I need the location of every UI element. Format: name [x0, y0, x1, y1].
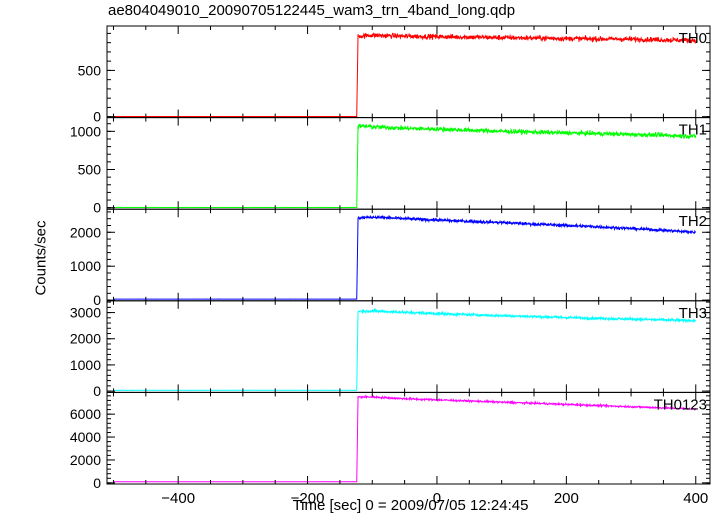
y-tick-label: 0	[93, 109, 101, 125]
chart-title: ae804049010_20090705122445_wam3_trn_4ban…	[108, 2, 516, 19]
lightcurve-th1	[113, 123, 697, 208]
y-tick-label: 0	[93, 200, 101, 216]
y-tick-label: 1000	[70, 123, 101, 139]
y-tick-label: 2000	[70, 331, 101, 347]
panel-label-th1: TH1	[679, 122, 707, 139]
y-tick-label: 1000	[70, 357, 101, 373]
y-tick-label: 2000	[70, 452, 101, 468]
lightcurve-th0	[113, 32, 697, 118]
panel-frame-th1	[106, 117, 711, 210]
lightcurve-th0123	[113, 394, 697, 483]
x-tick-label: −400	[161, 490, 195, 507]
y-tick-label: 0	[93, 383, 101, 399]
x-tick-label: −200	[291, 490, 325, 507]
y-tick-label: 6000	[70, 406, 101, 422]
y-tick-label: 2000	[70, 224, 101, 240]
lightcurve-th3	[113, 307, 697, 391]
y-tick-label: 4000	[70, 429, 101, 445]
y-axis-label: Counts/sec	[32, 220, 50, 296]
x-tick-label: 0	[433, 490, 441, 507]
panel-label-th0123: TH0123	[654, 396, 707, 413]
y-tick-label: 500	[78, 62, 102, 78]
panel-label-th2: TH2	[679, 213, 707, 230]
y-tick-label: 0	[93, 292, 101, 308]
x-tick-label: 400	[683, 490, 708, 507]
x-tick-label: 200	[554, 490, 579, 507]
panel-frame-th0123	[106, 391, 711, 485]
lightcurve-th2	[113, 214, 696, 300]
panel-frame-th3	[106, 300, 711, 393]
panel-label-th3: TH3	[679, 305, 707, 322]
y-tick-label: 0	[93, 475, 101, 491]
panel-frame-th2	[106, 208, 711, 302]
y-tick-label: 500	[78, 162, 102, 178]
y-tick-label: 3000	[70, 305, 101, 321]
panel-label-th0: TH0	[679, 30, 707, 47]
y-tick-label: 1000	[70, 258, 101, 274]
x-axis-label: Time [sec] 0 = 2009/07/05 12:24:45	[292, 497, 529, 514]
